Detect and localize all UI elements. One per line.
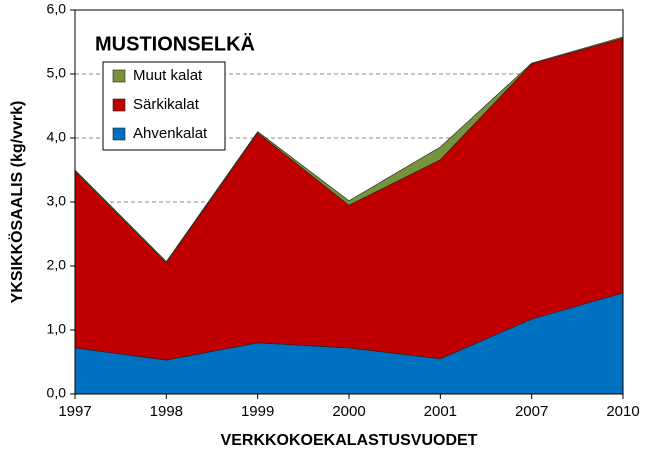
x-tick-label: 2007 xyxy=(515,403,548,420)
y-tick-label: 0,0 xyxy=(47,385,67,401)
x-tick-label: 2000 xyxy=(332,403,365,420)
y-tick-label: 2,0 xyxy=(47,257,67,273)
y-tick-label: 4,0 xyxy=(47,129,67,145)
y-tick-label: 3,0 xyxy=(47,193,67,209)
x-tick-label: 2001 xyxy=(424,403,457,420)
x-axis-title: VERKKOKOEKALASTUSVUODET xyxy=(221,432,478,449)
legend-label: Ahvenkalat xyxy=(133,125,208,142)
legend-label: Särkikalat xyxy=(133,96,200,113)
y-axis-title: YKSIKKÖSAALIS (kg/vvrk) xyxy=(7,101,26,304)
legend-swatch xyxy=(112,127,126,141)
y-tick-label: 1,0 xyxy=(47,321,67,337)
legend-swatch xyxy=(112,98,126,112)
x-tick-label: 2010 xyxy=(606,403,639,420)
legend-label: Muut kalat xyxy=(133,67,203,84)
legend-swatch xyxy=(112,69,126,83)
x-tick-label: 1998 xyxy=(150,403,183,420)
chart-title: MUSTIONSELKÄ xyxy=(95,32,255,55)
y-tick-label: 5,0 xyxy=(47,65,67,81)
x-tick-label: 1999 xyxy=(241,403,274,420)
y-tick-label: 6,0 xyxy=(47,1,67,17)
x-tick-label: 1997 xyxy=(58,403,91,420)
